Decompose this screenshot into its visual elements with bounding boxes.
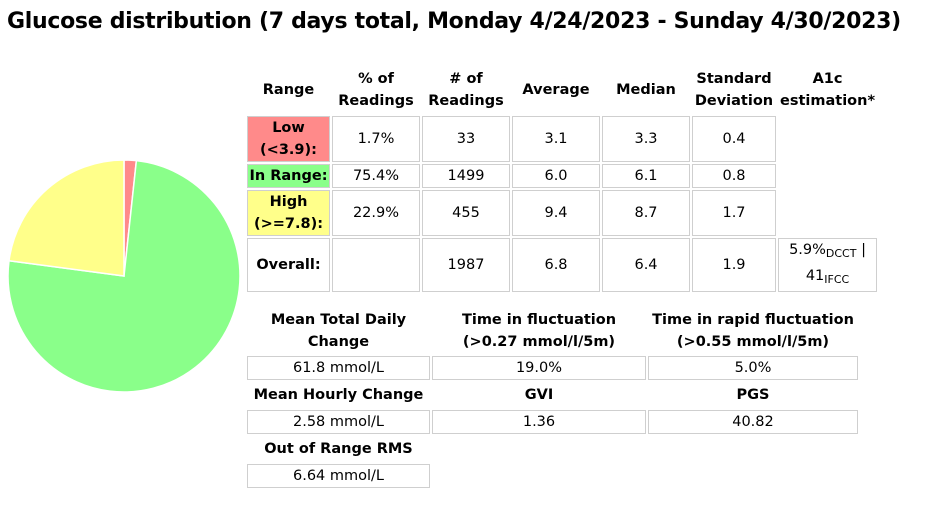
- gvi-label: GVI: [524, 387, 554, 403]
- variability-value-row: 2.58 mmol/L 1.36 40.82: [247, 410, 858, 434]
- time-in-rapid-fluctuation-value: 5.0%: [648, 356, 858, 380]
- high-average: 9.4: [512, 190, 600, 236]
- time-in-rapid-fluctuation-label: Time in rapid fluctuation (>0.55 mmol/l/5…: [652, 312, 854, 350]
- range-label-in-range: In Range:: [247, 164, 330, 188]
- overall-median: 6.4: [602, 238, 690, 292]
- empty-cell: [648, 464, 858, 488]
- variability-header-row: Mean Total Daily Change Time in fluctuati…: [247, 308, 858, 354]
- low-median: 3.3: [602, 116, 690, 162]
- high-count: 455: [422, 190, 510, 236]
- pgs-label: PGS: [736, 387, 770, 403]
- empty-cell: [432, 464, 646, 488]
- variability-table: Mean Total Daily Change Time in fluctuati…: [245, 306, 860, 490]
- low-average: 3.1: [512, 116, 600, 162]
- empty-cell: [778, 190, 877, 236]
- high-sd: 1.7: [692, 190, 776, 236]
- gvi-value: 1.36: [432, 410, 646, 434]
- high-pct: 22.9%: [332, 190, 420, 236]
- header-std-dev: Standard Deviation: [694, 71, 774, 109]
- header-median: Median: [616, 82, 676, 98]
- high-median: 8.7: [602, 190, 690, 236]
- low-count: 33: [422, 116, 510, 162]
- header-a1c: A1c estimation*: [780, 71, 876, 109]
- in-range-average: 6.0: [512, 164, 600, 188]
- time-in-fluctuation-label: Time in fluctuation (>0.27 mmol/l/5m): [461, 312, 617, 350]
- mean-hourly-change-label: Mean Hourly Change: [253, 387, 424, 403]
- overall-average: 6.8: [512, 238, 600, 292]
- low-pct: 1.7%: [332, 116, 420, 162]
- header-range: Range: [262, 82, 315, 98]
- header-pct-readings: % of Readings: [338, 71, 414, 109]
- time-in-fluctuation-value: 19.0%: [432, 356, 646, 380]
- empty-cell: [778, 164, 877, 188]
- mean-total-daily-change-value: 61.8 mmol/L: [247, 356, 430, 380]
- pie-slice-high: [8, 160, 125, 277]
- in-range-sd: 0.8: [692, 164, 776, 188]
- table-header-row: Range % of Readings # of Readings Average …: [247, 66, 877, 114]
- empty-cell: [432, 436, 646, 462]
- glucose-pie-chart: [8, 160, 240, 392]
- variability-header-row: Mean Hourly Change GVI PGS: [247, 382, 858, 408]
- low-sd: 0.4: [692, 116, 776, 162]
- in-range-count: 1499: [422, 164, 510, 188]
- overall-sd: 1.9: [692, 238, 776, 292]
- variability-value-row: 61.8 mmol/L 19.0% 5.0%: [247, 356, 858, 380]
- range-label-high: High (>=7.8):: [247, 190, 330, 236]
- variability-header-row: Out of Range RMS: [247, 436, 858, 462]
- pgs-value: 40.82: [648, 410, 858, 434]
- header-num-readings: # of Readings: [428, 71, 504, 109]
- range-label-low: Low (<3.9):: [247, 116, 330, 162]
- variability-value-row: 6.64 mmol/L: [247, 464, 858, 488]
- empty-cell: [778, 116, 877, 162]
- distribution-table: Range % of Readings # of Readings Average …: [245, 64, 879, 294]
- table-row-overall: Overall: 1987 6.8 6.4 1.9 5.9%DCCT | 41I…: [247, 238, 878, 292]
- empty-cell: [648, 436, 858, 462]
- overall-pct: [332, 238, 420, 292]
- a1c-estimate: 5.9%DCCT | 41IFCC: [778, 238, 878, 292]
- out-of-range-rms-label: Out of Range RMS: [264, 441, 413, 457]
- range-label-overall: Overall:: [247, 238, 330, 292]
- out-of-range-rms-value: 6.64 mmol/L: [247, 464, 430, 488]
- in-range-median: 6.1: [602, 164, 690, 188]
- table-row-in-range: In Range: 75.4% 1499 6.0 6.1 0.8: [247, 164, 877, 188]
- mean-hourly-change-value: 2.58 mmol/L: [247, 410, 430, 434]
- in-range-pct: 75.4%: [332, 164, 420, 188]
- header-average: Average: [522, 82, 590, 98]
- table-row-high: High (>=7.8): 22.9% 455 9.4 8.7 1.7: [247, 190, 877, 236]
- table-row-low: Low (<3.9): 1.7% 33 3.1 3.3 0.4: [247, 116, 877, 162]
- overall-count: 1987: [422, 238, 510, 292]
- mean-total-daily-change-label: Mean Total Daily Change: [270, 312, 407, 350]
- page-title: Glucose distribution (7 days total, Mond…: [7, 9, 901, 34]
